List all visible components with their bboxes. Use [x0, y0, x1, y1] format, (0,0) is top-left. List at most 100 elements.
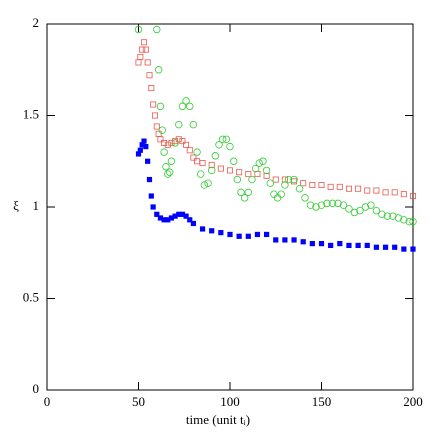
- point: [153, 25, 161, 34]
- y-axis-label: ξ: [13, 198, 19, 213]
- plot-frame: [46, 23, 414, 391]
- point: [361, 203, 370, 211]
- point: [259, 157, 267, 165]
- point: [355, 242, 361, 249]
- point: [199, 226, 206, 232]
- point: [171, 139, 179, 147]
- point: [148, 193, 154, 199]
- point: [346, 242, 352, 249]
- point: [255, 159, 263, 167]
- point: [189, 120, 198, 129]
- point: [291, 237, 297, 243]
- point: [134, 25, 143, 34]
- point: [164, 141, 171, 148]
- point: [364, 187, 371, 194]
- point: [157, 215, 164, 221]
- point: [309, 241, 315, 247]
- point: [244, 188, 252, 197]
- point: [327, 183, 334, 190]
- point: [142, 46, 149, 53]
- point: [151, 112, 158, 119]
- point: [284, 175, 293, 184]
- point: [373, 244, 379, 250]
- point: [150, 101, 157, 108]
- point: [137, 53, 144, 60]
- point: [178, 102, 187, 111]
- point: [306, 201, 315, 209]
- point: [317, 201, 326, 209]
- point: [161, 217, 167, 223]
- point: [186, 147, 193, 154]
- point: [207, 166, 216, 175]
- point: [179, 211, 186, 217]
- point: [240, 194, 249, 202]
- point: [154, 66, 163, 74]
- point: [137, 147, 143, 153]
- point: [183, 141, 190, 148]
- point: [139, 46, 146, 53]
- point: [208, 161, 215, 168]
- point: [150, 204, 156, 210]
- point: [143, 144, 149, 150]
- point: [409, 193, 416, 200]
- point: [154, 211, 160, 217]
- point: [194, 158, 201, 165]
- point: [262, 166, 271, 175]
- point: [281, 181, 289, 189]
- point: [175, 136, 182, 143]
- point: [254, 231, 261, 238]
- point: [378, 210, 386, 219]
- point: [199, 160, 206, 167]
- point: [233, 175, 242, 184]
- x-tick-label: 200: [403, 394, 423, 409]
- point: [160, 148, 168, 156]
- y-tick-label: 2: [33, 15, 40, 30]
- y-tick-label: 0.5: [23, 289, 39, 304]
- point: [168, 215, 175, 221]
- point: [197, 170, 205, 178]
- point: [146, 176, 153, 183]
- point: [168, 139, 175, 146]
- point: [367, 201, 375, 209]
- point: [135, 151, 142, 157]
- point: [301, 194, 309, 202]
- point: [355, 185, 362, 192]
- point: [356, 206, 364, 215]
- point: [218, 230, 224, 236]
- point: [345, 185, 352, 192]
- point: [144, 59, 151, 66]
- point: [200, 181, 209, 189]
- point: [391, 189, 398, 196]
- point: [183, 213, 189, 219]
- point: [336, 183, 343, 190]
- point: [172, 213, 178, 219]
- point: [282, 237, 288, 243]
- x-tick-label: 50: [132, 394, 145, 409]
- point: [148, 85, 155, 92]
- point: [373, 187, 380, 194]
- point: [179, 138, 186, 145]
- point: [400, 191, 407, 198]
- point: [248, 175, 256, 184]
- point: [401, 246, 407, 252]
- point: [222, 135, 231, 143]
- point: [153, 123, 160, 130]
- point: [300, 180, 307, 187]
- point: [318, 241, 325, 247]
- point: [392, 244, 398, 250]
- point: [217, 165, 224, 172]
- point: [309, 182, 316, 189]
- point: [318, 182, 325, 189]
- point: [226, 142, 234, 151]
- point: [245, 171, 252, 178]
- point: [167, 157, 176, 165]
- point: [157, 136, 164, 143]
- point: [409, 217, 417, 226]
- x-tick-label: 0: [44, 394, 51, 409]
- point: [264, 231, 270, 238]
- point: [272, 176, 279, 183]
- point: [176, 211, 182, 217]
- point: [229, 157, 238, 165]
- point: [266, 179, 274, 187]
